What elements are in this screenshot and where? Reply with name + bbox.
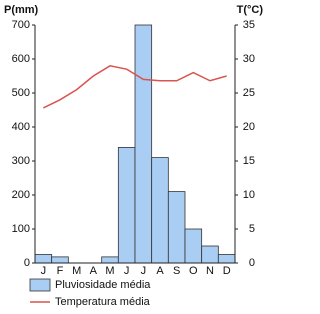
- bar: [101, 256, 119, 264]
- y2-tick-label: 0: [249, 257, 255, 269]
- bar: [117, 146, 136, 264]
- y-tick-label: 600: [12, 53, 30, 65]
- y2-tick-label: 35: [243, 19, 255, 31]
- x-tick-label: S: [173, 265, 180, 277]
- legend-swatch: [29, 278, 51, 292]
- x-tick-label: M: [72, 265, 81, 277]
- y-tick-label: 300: [12, 155, 30, 167]
- x-tick-label: J: [141, 265, 147, 277]
- x-tick-label: M: [105, 265, 114, 277]
- x-tick-label: A: [156, 265, 164, 277]
- x-tick-label: A: [90, 265, 98, 277]
- x-tick-label: O: [189, 265, 198, 277]
- y2-tick-label: 5: [249, 223, 255, 235]
- bar: [184, 228, 203, 264]
- y2-axis-label: T(°C): [237, 4, 264, 16]
- legend-label: Pluviosidade média: [55, 279, 151, 291]
- y-axis-label: P(mm): [4, 4, 39, 16]
- legend-label: Temperatura média: [55, 296, 151, 308]
- x-tick-label: J: [41, 265, 47, 277]
- y-tick-label: 200: [12, 189, 30, 201]
- y-tick-label: 500: [12, 87, 30, 99]
- temperature-line: [43, 65, 227, 109]
- y-tick-label: 0: [24, 257, 30, 269]
- bar: [51, 256, 69, 264]
- y2-tick-label: 15: [243, 155, 255, 167]
- bar: [134, 24, 153, 264]
- y2-tick-label: 30: [243, 53, 255, 65]
- y-tick-label: 400: [12, 121, 30, 133]
- x-tick-label: N: [206, 265, 214, 277]
- x-tick-label: F: [57, 265, 64, 277]
- y-tick-label: 100: [12, 223, 30, 235]
- x-tick-label: J: [124, 265, 130, 277]
- y2-tick-label: 10: [243, 189, 255, 201]
- y2-tick-label: 25: [243, 87, 255, 99]
- x-tick-label: D: [223, 265, 231, 277]
- bar: [34, 254, 53, 264]
- y2-tick-label: 20: [243, 121, 255, 133]
- bar: [167, 191, 186, 264]
- bar: [217, 254, 236, 264]
- y-tick-label: 700: [12, 19, 30, 31]
- bar: [151, 157, 169, 264]
- chart: P(mm) T(°C) 0 100 200 300 400 500 600 700 0 5 10 15…: [4, 4, 264, 308]
- bar: [201, 245, 219, 264]
